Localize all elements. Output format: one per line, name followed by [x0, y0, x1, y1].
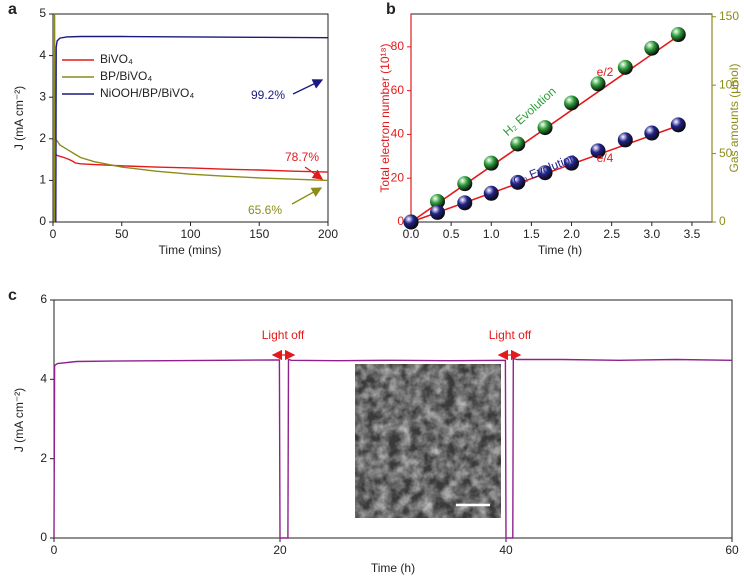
x-tick-label: 100: [180, 227, 200, 241]
x-tick-label: 150: [249, 227, 269, 241]
y-tick-label: 6: [40, 292, 47, 306]
y-tick-label: 60: [391, 83, 405, 97]
data-point: [644, 125, 660, 141]
y2-axis-label: Gas amounts (μmol): [727, 64, 741, 173]
arrow: [292, 79, 324, 95]
x-tick-label: 200: [318, 227, 338, 241]
legend-label: NiOOH/BP/BiVO₄: [100, 86, 194, 100]
plot-frame: [52, 13, 329, 223]
x-tick-label: 60: [725, 543, 739, 557]
arrow: [304, 166, 324, 180]
series-line: [53, 357, 733, 539]
y2-tick-label: 50: [719, 146, 733, 160]
data-point: [590, 143, 606, 159]
y2-tick-label: 100: [719, 77, 739, 91]
data-point: [510, 136, 526, 152]
x-tick-label: 20: [273, 543, 287, 557]
data-point: [564, 155, 580, 171]
data-point: [429, 193, 445, 209]
series-label: e/4: [597, 151, 614, 165]
y-tick-label: 80: [391, 39, 405, 53]
x-tick-label: 0: [51, 543, 58, 557]
data-point: [457, 176, 473, 192]
legend-label: BP/BiVO₄: [100, 69, 152, 83]
data-point: [429, 204, 445, 220]
y2-tick-label: 0: [719, 214, 726, 228]
y-tick-label: 0: [397, 214, 404, 228]
x-axis-label: Time (h): [538, 243, 582, 257]
series-line: [53, 13, 329, 223]
y-axis-label: Total electron number (10¹⁸): [378, 43, 392, 192]
legend-label: BiVO₄: [100, 52, 133, 66]
x-tick-label: 1.0: [483, 227, 500, 241]
data-point: [617, 132, 633, 148]
data-point: [483, 155, 499, 171]
annotation: 65.6%: [248, 203, 282, 217]
annotation: Light off: [262, 328, 305, 342]
y-tick-label: 20: [391, 170, 405, 184]
data-point: [590, 76, 606, 92]
data-point: [403, 214, 419, 230]
sem-inset: [355, 364, 501, 518]
x-tick-label: 2.0: [563, 227, 580, 241]
y-tick-label: 2: [39, 131, 46, 145]
x-axis-label: Time (mins): [159, 243, 222, 257]
data-point: [564, 95, 580, 111]
y-tick-label: 0: [40, 530, 47, 544]
data-point: [644, 40, 660, 56]
x-tick-label: 40: [499, 543, 513, 557]
arrow: [291, 187, 323, 205]
x-axis-label: Time (h): [371, 561, 415, 575]
x-tick-label: 0.5: [443, 227, 460, 241]
data-point: [617, 59, 633, 75]
data-point: [457, 195, 473, 211]
data-point: [537, 165, 553, 181]
series-line: [55, 35, 329, 223]
x-tick-label: 50: [115, 227, 129, 241]
y-tick-label: 3: [39, 89, 46, 103]
y-tick-label: 4: [40, 372, 47, 386]
x-tick-label: 3.5: [684, 227, 701, 241]
y-axis-label: J (mA cm⁻²): [12, 388, 26, 452]
y-tick-label: 0: [39, 214, 46, 228]
panel-label: b: [386, 1, 396, 18]
annotation: Light off: [489, 328, 532, 342]
data-point: [483, 185, 499, 201]
series-label: e/2: [597, 65, 614, 79]
x-tick-label: 2.5: [603, 227, 620, 241]
data-point: [537, 120, 553, 136]
x-tick-label: 3.0: [643, 227, 660, 241]
y-axis-label: J (mA cm⁻²): [12, 86, 26, 150]
y-tick-label: 1: [39, 173, 46, 187]
data-point: [670, 117, 686, 133]
annotation: 99.2%: [251, 88, 285, 102]
panel-label: c: [8, 287, 17, 304]
y-tick-label: 4: [39, 48, 46, 62]
data-point: [670, 27, 686, 43]
annotation: 78.7%: [285, 150, 319, 164]
x-tick-label: 0: [50, 227, 57, 241]
x-tick-label: 0.0: [403, 227, 420, 241]
y2-tick-label: 150: [719, 9, 739, 23]
data-point: [510, 174, 526, 190]
y-tick-label: 2: [40, 451, 47, 465]
panel-label: a: [8, 1, 17, 18]
y-tick-label: 40: [391, 127, 405, 141]
y-tick-label: 5: [39, 6, 46, 20]
series-line: [55, 154, 329, 173]
x-tick-label: 1.5: [523, 227, 540, 241]
